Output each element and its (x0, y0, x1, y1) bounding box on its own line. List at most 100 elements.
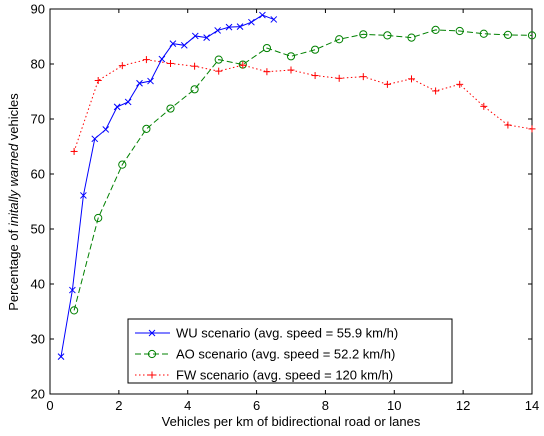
data-point (432, 87, 440, 95)
legend-label: FW scenario (avg. speed = 120 km/h) (176, 368, 393, 383)
x-tick-label: 12 (456, 398, 470, 413)
data-point (236, 23, 244, 30)
x-tick-label: 6 (253, 398, 260, 413)
data-point (91, 135, 99, 143)
data-point (214, 27, 222, 34)
data-point (94, 213, 103, 223)
series-1 (70, 25, 537, 315)
data-point (142, 56, 150, 64)
y-tick-label: 40 (31, 277, 45, 292)
data-point (225, 23, 233, 31)
data-point (102, 126, 110, 133)
data-point (142, 124, 151, 133)
x-tick-label: 0 (46, 398, 53, 413)
series-0 (57, 11, 278, 360)
y-tick-label: 90 (31, 2, 45, 17)
legend-label: WU scenario (avg. speed = 55.9 km/h) (176, 326, 398, 341)
y-axis-label: Percentage of initally warned vehicles (6, 93, 21, 311)
legend-box (127, 318, 453, 384)
data-point (259, 11, 266, 19)
data-point (203, 34, 211, 41)
data-point (456, 80, 464, 88)
data-point (528, 125, 536, 133)
data-point (480, 102, 488, 110)
data-point (94, 77, 102, 84)
x-tick-label: 14 (525, 398, 539, 413)
y-axis-label-suffix: vehicles (6, 93, 21, 144)
data-point (248, 18, 255, 26)
data-point (479, 29, 488, 38)
data-point (80, 192, 87, 199)
data-point (69, 286, 76, 294)
data-point (124, 98, 132, 106)
data-point (169, 40, 177, 48)
data-point (158, 55, 166, 63)
data-point (136, 79, 143, 87)
data-point (359, 30, 368, 39)
data-point (166, 104, 175, 113)
series-layer (57, 11, 537, 360)
y-axis-label-prefix: Percentage of (6, 226, 21, 311)
y-tick-label: 50 (31, 222, 45, 237)
data-point (311, 72, 319, 80)
data-point (527, 31, 537, 40)
legend-label: AO scenario (avg. speed = 52.2 km/h) (176, 347, 395, 362)
legend-marker (148, 371, 156, 379)
x-tick-label: 4 (184, 398, 191, 413)
y-tick-label: 20 (31, 387, 45, 402)
data-point (408, 75, 415, 83)
data-point (335, 74, 343, 82)
legend-entry: FW scenario (avg. speed = 120 km/h) (135, 368, 393, 383)
data-point (383, 31, 392, 40)
data-point (118, 62, 126, 70)
data-point (239, 61, 247, 69)
data-point (383, 80, 391, 88)
data-point (503, 30, 512, 39)
data-point (57, 353, 65, 360)
y-tick-label: 70 (31, 112, 45, 127)
data-point (431, 25, 440, 34)
series-line (73, 29, 533, 311)
x-tick-label: 2 (115, 398, 122, 413)
data-point (113, 103, 121, 111)
data-point (191, 62, 199, 70)
data-point (263, 68, 271, 76)
data-point (504, 121, 512, 129)
data-point (311, 45, 320, 54)
data-point (191, 32, 199, 40)
series-2 (70, 56, 536, 155)
data-point (455, 26, 464, 36)
y-tick-label: 30 (31, 332, 45, 347)
y-tick-label: 80 (31, 57, 45, 72)
y-axis-label-italic: initally warned (6, 143, 21, 226)
legend-marker (148, 329, 156, 337)
x-tick-label: 8 (322, 398, 329, 413)
series-line (73, 59, 533, 152)
axis-ticks: 0 2 4 6 8 10 12 14 20 30 40 50 60 70 80 90 (31, 2, 540, 414)
data-point (262, 43, 271, 53)
data-point (214, 55, 223, 64)
legend-marker (147, 349, 157, 359)
data-point (215, 67, 223, 75)
data-point (270, 16, 278, 23)
data-point (335, 35, 344, 44)
data-point (167, 59, 174, 67)
data-point (70, 306, 79, 315)
data-point (70, 147, 78, 155)
legend: WU scenario (avg. speed = 55.9 km/h) AO s… (127, 318, 453, 384)
data-point (118, 160, 127, 169)
data-point (287, 66, 295, 74)
data-point (286, 52, 296, 61)
x-axis-label: Vehicles per km of bidirectional road or… (162, 414, 421, 429)
x-tick-label: 10 (387, 398, 401, 413)
data-point (407, 33, 416, 42)
data-point (147, 77, 154, 85)
y-tick-label: 60 (31, 167, 45, 182)
data-point (180, 41, 188, 49)
legend-entry: WU scenario (avg. speed = 55.9 km/h) (135, 326, 398, 341)
legend-entries: WU scenario (avg. speed = 55.9 km/h) AO s… (135, 326, 398, 383)
legend-entry: AO scenario (avg. speed = 52.2 km/h) (135, 347, 395, 362)
data-point (190, 85, 199, 94)
data-point (359, 73, 367, 81)
